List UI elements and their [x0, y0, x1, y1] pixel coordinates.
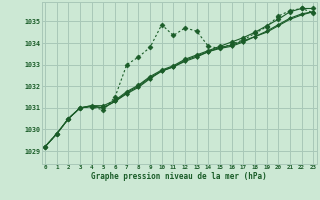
- X-axis label: Graphe pression niveau de la mer (hPa): Graphe pression niveau de la mer (hPa): [91, 172, 267, 181]
